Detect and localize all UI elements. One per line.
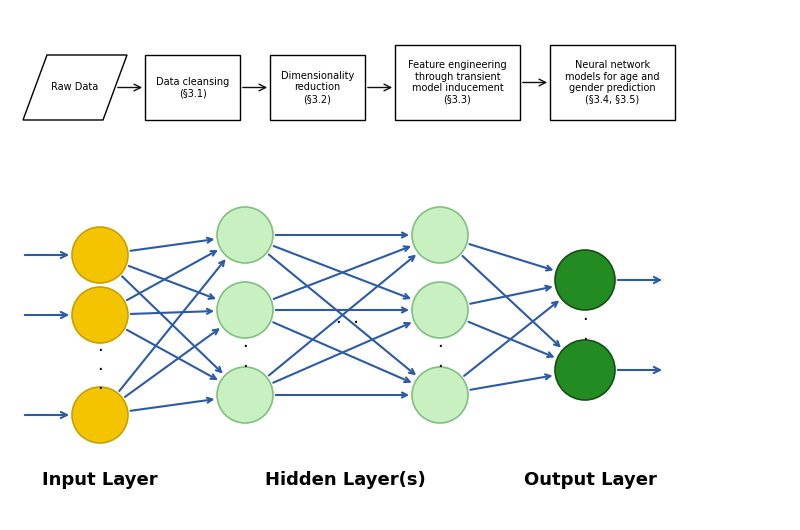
Text: Output Layer: Output Layer [523,471,657,489]
Circle shape [412,282,468,338]
Text: Data cleansing
(§3.1): Data cleansing (§3.1) [156,77,229,98]
Text: Input Layer: Input Layer [42,471,158,489]
Text: Feature engineering
through transient
model inducement
(§3.3): Feature engineering through transient mo… [408,60,507,105]
Text: Raw Data: Raw Data [51,83,98,93]
Polygon shape [23,55,127,120]
Text: Hidden Layer(s): Hidden Layer(s) [265,471,426,489]
FancyBboxPatch shape [270,55,365,120]
Text: .
.
.: . . . [97,337,103,393]
FancyBboxPatch shape [550,45,675,120]
Circle shape [72,287,128,343]
FancyBboxPatch shape [145,55,240,120]
Text: .
.: . . [582,306,588,343]
Circle shape [72,227,128,283]
Circle shape [217,367,273,423]
Circle shape [217,207,273,263]
Circle shape [412,367,468,423]
Circle shape [72,387,128,443]
Text: Dimensionality
reduction
(§3.2): Dimensionality reduction (§3.2) [281,71,354,104]
Text: .  .: . . [337,309,359,327]
Circle shape [555,340,615,400]
Circle shape [412,207,468,263]
FancyBboxPatch shape [395,45,520,120]
Text: .
.: . . [242,333,248,370]
Text: Neural network
models for age and
gender prediction
(§3.4, §3.5): Neural network models for age and gender… [566,60,660,105]
Circle shape [555,250,615,310]
Circle shape [217,282,273,338]
Text: .
.: . . [437,333,443,370]
